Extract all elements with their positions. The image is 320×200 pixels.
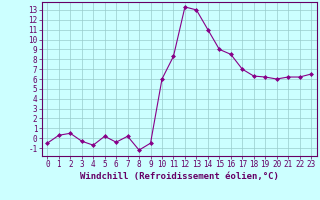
X-axis label: Windchill (Refroidissement éolien,°C): Windchill (Refroidissement éolien,°C) bbox=[80, 172, 279, 181]
